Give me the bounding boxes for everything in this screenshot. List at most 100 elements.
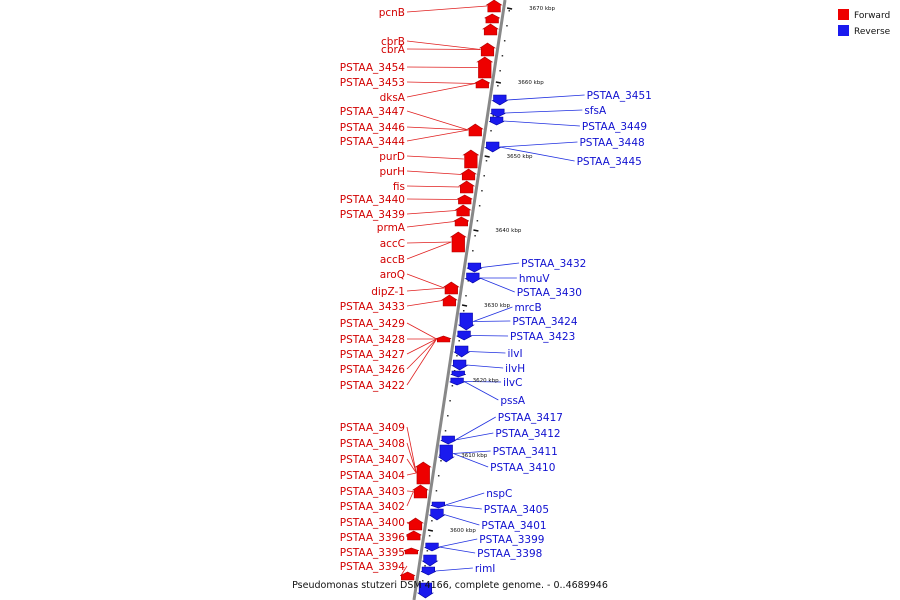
reverse-label-connector — [435, 567, 473, 572]
reverse-gene-feature — [416, 582, 434, 599]
forward-gene-feature — [458, 180, 476, 194]
minor-tick — [506, 25, 508, 27]
reverse-label-connector — [438, 538, 478, 548]
reverse-gene-feature — [440, 435, 456, 445]
forward-label-connector — [406, 241, 452, 260]
forward-label-connector — [406, 490, 414, 492]
forward-gene-label: PSTAA_3395 — [340, 547, 405, 559]
reverse-gene-label: ilvH — [505, 363, 525, 375]
forward-label-connector — [406, 442, 417, 474]
gene-features — [400, 0, 509, 599]
minor-tick — [422, 580, 424, 582]
minor-tick — [478, 205, 481, 207]
forward-gene-label: PSTAA_3402 — [340, 501, 405, 513]
reverse-label-connector — [481, 262, 520, 268]
reverse-gene-label: PSTAA_3445 — [577, 156, 642, 168]
forward-gene-label: accB — [380, 254, 405, 266]
reverse-gene-feature — [491, 94, 509, 106]
minor-tick — [467, 280, 470, 282]
minor-tick — [444, 430, 447, 432]
forward-label-connector — [406, 210, 457, 215]
reverse-gene-feature — [456, 330, 472, 341]
forward-label-connector — [406, 472, 417, 476]
reverse-gene-label: PSTAA_3423 — [510, 331, 575, 343]
label-connectors — [400, 5, 585, 577]
legend: Forward Reverse — [838, 9, 891, 37]
reverse-gene-label: ilvI — [507, 348, 522, 360]
reverse-gene-feature — [466, 262, 483, 273]
reverse-gene-label: pssA — [500, 395, 526, 407]
reverse-gene-feature — [420, 566, 437, 576]
major-tick — [484, 155, 490, 158]
reverse-gene-feature — [457, 312, 475, 331]
reverse-gene-feature — [489, 116, 505, 126]
reverse-gene-label: PSTAA_3398 — [477, 548, 542, 560]
forward-gene-label: PSTAA_3453 — [340, 77, 405, 89]
axis-tick-label: 3620 kbp — [473, 378, 499, 384]
forward-gene-label: purH — [379, 166, 405, 178]
minor-tick — [428, 535, 431, 537]
forward-label-connector — [406, 48, 481, 50]
forward-label-connector — [406, 241, 452, 244]
minor-tick — [503, 40, 506, 42]
reverse-label-connector — [463, 381, 499, 401]
legend-label-reverse: Reverse — [854, 27, 891, 37]
forward-label-connector — [400, 565, 408, 577]
reverse-gene-label: PSTAA_3417 — [498, 412, 563, 424]
reverse-gene-label: PSTAA_3411 — [493, 446, 558, 458]
forward-gene-feature — [462, 149, 480, 169]
forward-gene-label: PSTAA_3426 — [340, 364, 406, 376]
forward-gene-label: PSTAA_3404 — [340, 470, 406, 482]
minor-tick — [431, 520, 433, 522]
forward-gene-feature — [406, 530, 422, 541]
forward-gene-label: PSTAA_3429 — [340, 318, 405, 330]
forward-gene-label: prmA — [377, 222, 406, 234]
axis-tick-label: 3630 kbp — [484, 303, 510, 309]
minor-tick — [474, 235, 476, 237]
legend-label-forward: Forward — [854, 11, 890, 21]
genome-backbone — [412, 0, 507, 600]
forward-gene-label: PSTAA_3439 — [340, 209, 405, 221]
reverse-label-connector — [473, 306, 513, 322]
genome-caption: Pseudomonas stutzeri DSM 4166, complete … — [292, 580, 608, 591]
axis-tick-label: 3600 kbp — [450, 528, 476, 534]
forward-gene-label: PSTAA_3400 — [340, 517, 405, 529]
reverse-label-connector — [473, 320, 511, 322]
reverse-gene-feature — [464, 272, 482, 284]
minor-tick — [465, 295, 467, 297]
axis-tick-label: 3610 kbp — [461, 453, 487, 459]
forward-gene-label: PSTAA_3409 — [340, 422, 405, 434]
forward-gene-label: PSTAA_3444 — [340, 136, 406, 148]
forward-gene-feature — [403, 547, 420, 555]
reverse-label-connector — [464, 381, 502, 383]
forward-gene-feature — [485, 0, 503, 13]
reverse-gene-feature — [430, 501, 447, 509]
axis-tick-label: 3640 kbp — [495, 228, 521, 234]
minor-tick — [485, 160, 488, 162]
forward-label-connector — [406, 126, 469, 131]
forward-label-connector — [406, 491, 414, 507]
forward-gene-feature — [440, 294, 458, 307]
forward-gene-label: accC — [380, 238, 405, 250]
forward-gene-label: PSTAA_3422 — [340, 380, 405, 392]
reverse-gene-label: PSTAA_3432 — [521, 258, 586, 270]
forward-gene-feature — [442, 281, 460, 295]
minor-tick — [476, 220, 479, 222]
forward-gene-feature — [414, 461, 432, 485]
reverse-label-connector — [455, 416, 496, 441]
reverse-label-connector — [453, 450, 491, 454]
forward-gene-feature — [454, 204, 472, 217]
forward-label-connector — [406, 155, 464, 160]
reverse-label-connector — [499, 146, 575, 162]
reverse-gene-feature — [484, 141, 502, 153]
minor-tick — [492, 115, 495, 117]
minor-tick — [424, 565, 426, 567]
reverse-gene-label: sfsA — [584, 105, 607, 117]
reverse-label-connector — [466, 364, 504, 369]
forward-label-connector — [406, 338, 437, 355]
reverse-label-connector — [453, 453, 489, 468]
minor-tick — [462, 310, 465, 312]
reverse-gene-label: mrcB — [514, 302, 541, 314]
reverse-gene-feature — [449, 377, 465, 386]
